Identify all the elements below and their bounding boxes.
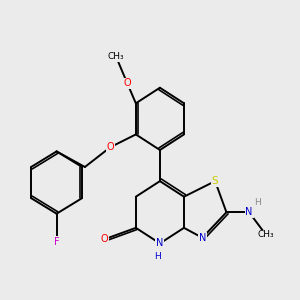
Text: N: N <box>156 238 164 248</box>
Text: H: H <box>254 198 261 207</box>
Text: H: H <box>154 252 160 261</box>
Text: F: F <box>54 237 59 247</box>
Text: O: O <box>124 79 131 88</box>
Text: N: N <box>199 233 206 243</box>
Text: N: N <box>245 207 253 217</box>
Text: O: O <box>101 234 109 244</box>
Text: O: O <box>106 142 114 152</box>
Text: S: S <box>212 176 218 186</box>
Text: CH₃: CH₃ <box>108 52 124 61</box>
Text: CH₃: CH₃ <box>258 230 274 239</box>
